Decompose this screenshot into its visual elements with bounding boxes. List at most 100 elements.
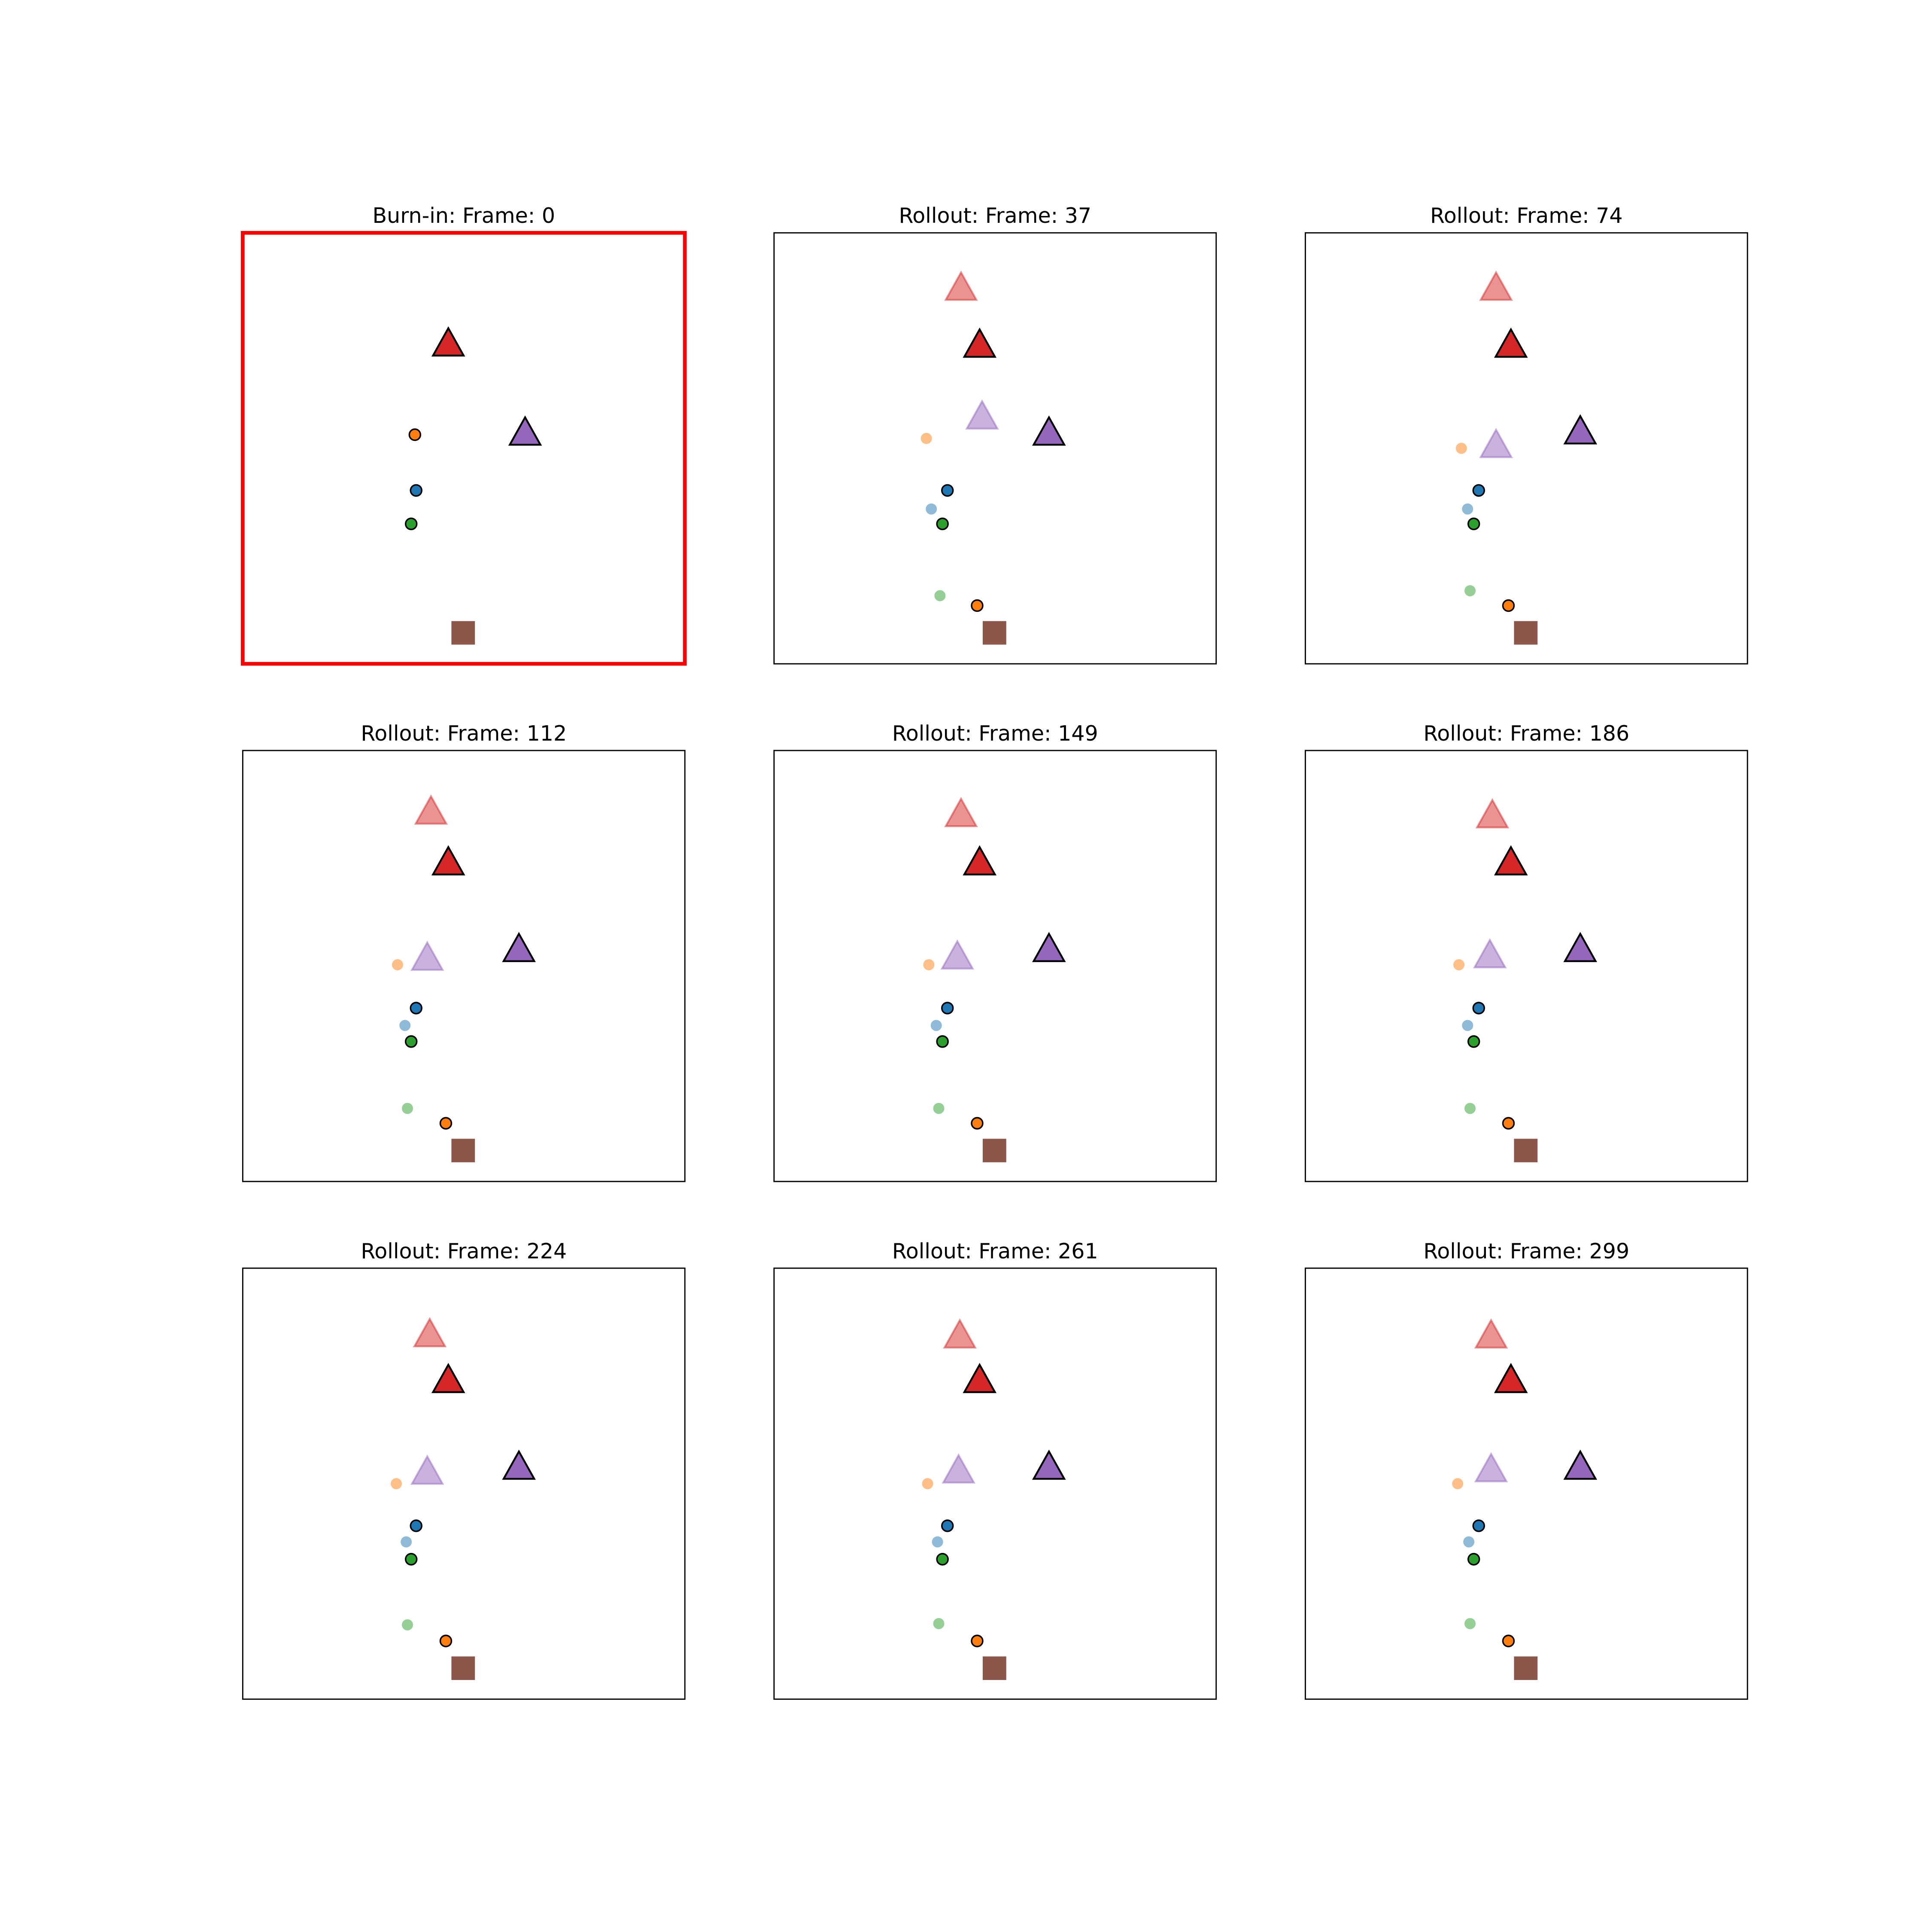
triangle-marker [1563,414,1598,445]
target-triangle-marker [942,1453,976,1484]
target-circle-marker [932,1536,943,1548]
circle-marker [1467,1553,1480,1566]
circle-marker [941,1519,954,1532]
triangle-marker [1563,1449,1598,1480]
target-circle-marker [933,1618,945,1629]
panel-frame [773,750,1217,1182]
circle-marker [971,1117,984,1130]
circle-marker [1502,599,1515,612]
target-triangle-marker [943,1318,977,1349]
target-circle-marker [391,1478,402,1489]
panel-title: Rollout: Frame: 37 [899,203,1091,228]
panel-title: Rollout: Frame: 112 [361,721,567,746]
panel: Rollout: Frame: 37 [773,203,1217,665]
circle-marker [404,1035,418,1048]
target-circle-marker [934,590,946,601]
panel: Rollout: Frame: 224 [242,1239,686,1700]
target-triangle-marker [965,399,999,430]
circle-marker [404,1553,418,1566]
triangle-marker [963,327,997,358]
square-marker [982,1656,1006,1680]
circle-marker [936,1553,949,1566]
panel-title: Burn-in: Frame: 0 [373,203,556,228]
circle-marker [936,1035,949,1048]
panel-title: Rollout: Frame: 74 [1430,203,1623,228]
panel-frame [1304,750,1748,1182]
square-marker [982,1139,1006,1163]
target-circle-marker [402,1619,413,1631]
square-marker [451,1656,475,1680]
target-triangle-marker [1474,1318,1508,1349]
circle-marker [439,1117,453,1130]
circle-marker [404,517,418,530]
circle-marker [941,1002,954,1015]
panel-title: Rollout: Frame: 149 [892,721,1098,746]
circle-marker [410,1519,422,1532]
panel: Rollout: Frame: 149 [773,721,1217,1182]
panel: Rollout: Frame: 299 [1304,1239,1748,1700]
target-circle-marker [1464,1618,1476,1629]
panel: Rollout: Frame: 74 [1304,203,1748,665]
target-circle-marker [1452,1478,1464,1489]
target-triangle-marker [1479,270,1513,301]
target-triangle-marker [944,797,978,827]
target-circle-marker [1453,959,1465,971]
target-circle-marker [1464,585,1476,596]
circle-marker [1502,1634,1515,1647]
target-circle-marker [922,1478,933,1489]
target-triangle-marker [1473,938,1507,969]
panel-frame [1304,1267,1748,1700]
triangle-marker [1494,845,1528,875]
triangle-marker [1032,1449,1066,1480]
target-circle-marker [1455,443,1467,454]
square-marker [451,621,475,645]
circle-marker [1467,1035,1480,1048]
circle-marker [439,1634,453,1647]
circle-marker [410,484,422,497]
triangle-marker [963,845,997,875]
panel: Rollout: Frame: 261 [773,1239,1217,1700]
circle-marker [941,484,954,497]
panel-title: Rollout: Frame: 261 [892,1239,1098,1264]
target-triangle-marker [1479,428,1513,458]
target-triangle-marker [944,270,978,301]
panel-frame [773,232,1217,665]
target-circle-marker [399,1020,411,1031]
target-circle-marker [923,959,935,971]
panel-frame [1304,232,1748,665]
target-circle-marker [402,1103,413,1114]
triangle-marker [1494,327,1528,358]
square-marker [982,621,1006,645]
target-circle-marker [930,1020,942,1031]
square-marker [1514,621,1538,645]
target-triangle-marker [414,794,448,825]
triangle-marker [502,932,536,962]
panel-frame [242,750,686,1182]
panel: Rollout: Frame: 112 [242,721,686,1182]
panel-title: Rollout: Frame: 224 [361,1239,567,1264]
circle-marker [1472,1002,1485,1015]
panel: Burn-in: Frame: 0 [241,203,687,666]
target-circle-marker [401,1536,412,1548]
circle-marker [1472,1519,1485,1532]
target-triangle-marker [940,939,975,970]
circle-marker [971,1634,984,1647]
triangle-marker [1494,1363,1528,1393]
triangle-marker [431,1363,465,1393]
target-circle-marker [1462,1020,1473,1031]
triangle-marker [502,1449,536,1480]
circle-marker [408,428,422,441]
panel-frame [242,1267,686,1700]
target-circle-marker [1462,503,1473,515]
circle-marker [1467,517,1480,530]
triangle-marker [1563,932,1598,962]
target-circle-marker [926,503,937,515]
panel: Rollout: Frame: 186 [1304,721,1748,1182]
circle-marker [1472,484,1485,497]
circle-marker [971,599,984,612]
square-marker [1514,1139,1538,1163]
target-circle-marker [1464,1103,1476,1114]
panel-title: Rollout: Frame: 186 [1423,721,1629,746]
target-circle-marker [392,959,403,971]
